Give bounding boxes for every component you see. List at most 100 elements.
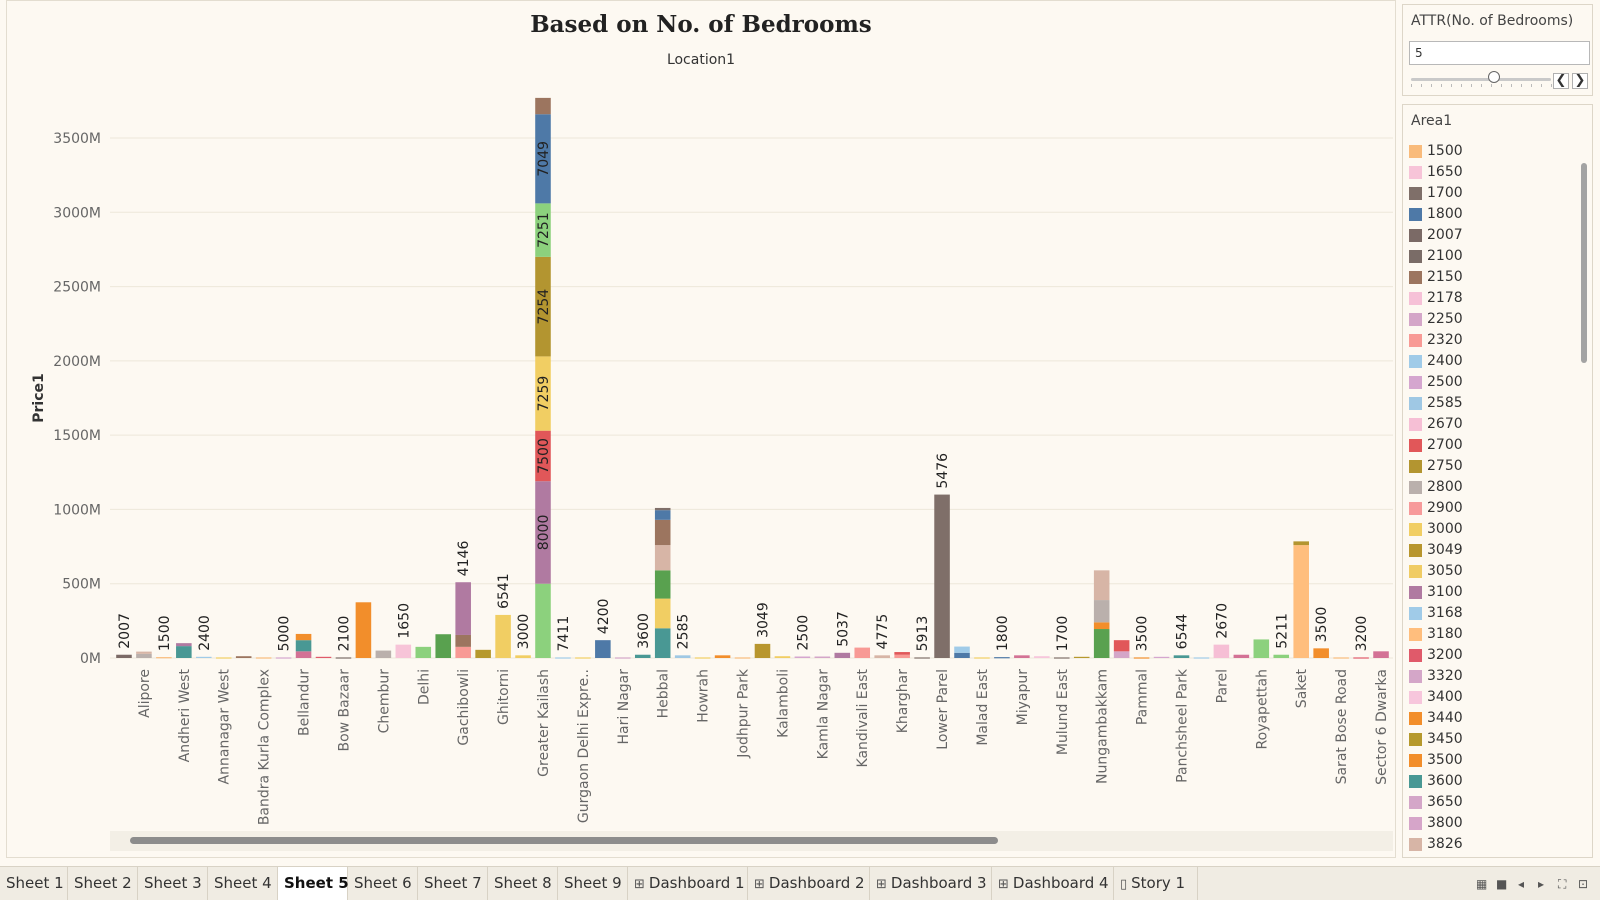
bar-segment[interactable] — [914, 657, 930, 659]
bar-segment[interactable] — [136, 653, 152, 658]
bar-segment[interactable] — [455, 634, 471, 647]
legend-item[interactable]: 3100 — [1403, 582, 1573, 603]
bar-segment[interactable] — [834, 652, 851, 658]
bar-segment[interactable] — [455, 646, 471, 658]
bar-segment[interactable] — [295, 651, 312, 658]
bar-segment[interactable] — [116, 654, 132, 658]
bar-segment[interactable] — [435, 634, 452, 658]
tab-sheet-5[interactable]: Sheet 5 — [278, 867, 349, 900]
bar-segment[interactable] — [235, 656, 252, 658]
bar-segment[interactable] — [315, 656, 332, 659]
bar-segment[interactable] — [874, 655, 890, 658]
bar-segment[interactable] — [335, 657, 352, 659]
legend-item[interactable]: 1650 — [1403, 162, 1573, 183]
bar-segment[interactable] — [1034, 656, 1050, 658]
legend-item[interactable]: 1800 — [1403, 204, 1573, 225]
bar-segment[interactable] — [974, 657, 990, 659]
bar-segment[interactable] — [1153, 656, 1170, 659]
bar-segment[interactable] — [814, 656, 831, 658]
tab-dashboard-2[interactable]: ⊞ Dashboard 2 — [748, 867, 870, 900]
bar-segment[interactable] — [156, 657, 172, 659]
bar-segment[interactable] — [215, 657, 232, 659]
bar-segment[interactable] — [1053, 657, 1070, 659]
legend-item[interactable]: 2178 — [1403, 288, 1573, 309]
bar-segment[interactable] — [794, 656, 811, 658]
legend-item[interactable]: 2150 — [1403, 267, 1573, 288]
bar-segment[interactable] — [575, 657, 591, 659]
bar-segment[interactable] — [275, 657, 292, 659]
bar-segment[interactable] — [1093, 629, 1110, 658]
bar-segment[interactable] — [515, 655, 531, 658]
tab-sheet-8[interactable]: Sheet 8 — [488, 867, 558, 900]
bar-segment[interactable] — [1093, 622, 1110, 630]
bar-segment[interactable] — [1373, 651, 1389, 658]
bar-segment[interactable] — [654, 519, 671, 546]
bar-segment[interactable] — [1173, 655, 1190, 658]
legend-scrollbar-thumb[interactable] — [1581, 163, 1587, 363]
bedrooms-filter-input[interactable] — [1409, 41, 1590, 65]
legend-item[interactable]: 3049 — [1403, 540, 1573, 561]
bar-segment[interactable] — [176, 643, 192, 647]
legend-item[interactable]: 2100 — [1403, 246, 1573, 267]
previous-value-button[interactable]: ❮ — [1553, 73, 1569, 89]
legend-item[interactable]: 3168 — [1403, 603, 1573, 624]
legend-item[interactable]: 3800 — [1403, 813, 1573, 834]
bar-segment[interactable] — [535, 430, 551, 482]
bar-segment[interactable] — [295, 640, 312, 652]
legend-item[interactable]: 2250 — [1403, 309, 1573, 330]
bar-segment[interactable] — [934, 494, 950, 658]
bar-segment[interactable] — [734, 657, 751, 659]
bar-segment[interactable] — [615, 657, 631, 659]
legend-item[interactable]: 2585 — [1403, 393, 1573, 414]
tab-story-1[interactable]: ▯ Story 1 — [1114, 867, 1198, 900]
bedrooms-slider-track[interactable] — [1411, 78, 1551, 81]
horizontal-scrollbar-thumb[interactable] — [130, 837, 998, 844]
bedrooms-slider-handle[interactable] — [1487, 71, 1500, 83]
bar-segment[interactable] — [654, 570, 671, 599]
bar-segment[interactable] — [654, 598, 671, 629]
legend-item[interactable]: 2700 — [1403, 435, 1573, 456]
bar-segment[interactable] — [1014, 655, 1030, 658]
bar-segment[interactable] — [475, 649, 491, 658]
bar-segment[interactable] — [1113, 651, 1130, 658]
legend-item[interactable]: 3200 — [1403, 645, 1573, 666]
tab-sheet-7[interactable]: Sheet 7 — [418, 867, 488, 900]
bar-segment[interactable] — [415, 646, 432, 658]
scroll-tabs-right-icon[interactable]: ▸ — [1538, 877, 1545, 891]
tab-sheet-4[interactable]: Sheet 4 — [208, 867, 278, 900]
bar-segment[interactable] — [535, 114, 551, 204]
tab-sheet-6[interactable]: Sheet 6 — [348, 867, 418, 900]
legend-item[interactable]: 2750 — [1403, 456, 1573, 477]
bar-segment[interactable] — [535, 356, 551, 431]
legend-item[interactable]: 3826 — [1403, 834, 1573, 855]
legend-item[interactable]: 3400 — [1403, 687, 1573, 708]
bar-segment[interactable] — [176, 646, 192, 658]
legend-item[interactable]: 2320 — [1403, 330, 1573, 351]
bar-segment[interactable] — [714, 655, 731, 658]
show-tabs-icon[interactable]: ■ — [1496, 877, 1508, 891]
bar-segment[interactable] — [1193, 657, 1210, 659]
tab-dashboard-4[interactable]: ⊞ Dashboard 4 — [992, 867, 1114, 900]
bar-segment[interactable] — [535, 97, 551, 115]
bar-segment[interactable] — [894, 652, 910, 655]
bar-segment[interactable] — [1333, 657, 1349, 659]
legend-item[interactable]: 3440 — [1403, 708, 1573, 729]
bar-segment[interactable] — [1253, 639, 1270, 658]
bar-segment[interactable] — [654, 628, 671, 658]
bar-segment[interactable] — [1313, 648, 1329, 658]
bar-segment[interactable] — [954, 652, 970, 658]
bar-segment[interactable] — [395, 644, 412, 658]
legend-item[interactable]: 3650 — [1403, 792, 1573, 813]
bar-segment[interactable] — [674, 655, 691, 658]
tab-sheet-3[interactable]: Sheet 3 — [138, 867, 208, 900]
bar-segment[interactable] — [1293, 545, 1309, 658]
legend-scrollbar[interactable] — [1580, 153, 1588, 853]
bar-segment[interactable] — [1273, 654, 1290, 658]
bar-segment[interactable] — [196, 656, 212, 659]
bar-segment[interactable] — [1353, 657, 1369, 659]
legend-item[interactable]: 3450 — [1403, 729, 1573, 750]
bar-segment[interactable] — [535, 256, 551, 357]
tab-sheet-2[interactable]: Sheet 2 — [68, 867, 138, 900]
legend-item[interactable]: 2670 — [1403, 414, 1573, 435]
legend-item[interactable]: 2400 — [1403, 351, 1573, 372]
